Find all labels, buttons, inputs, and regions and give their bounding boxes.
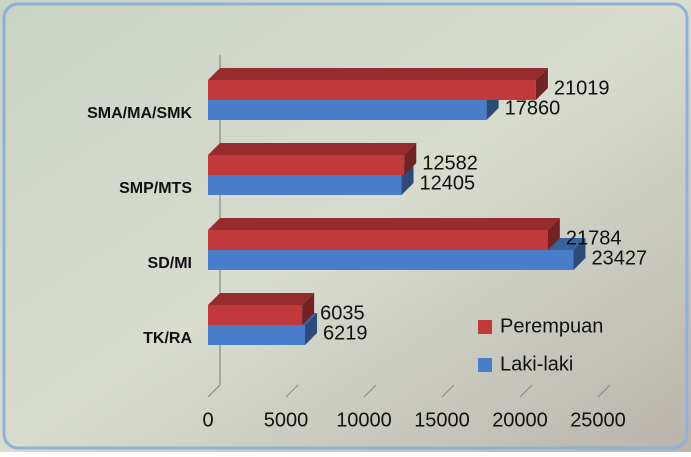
bar-side: [535, 68, 548, 100]
bar-side: [305, 313, 318, 345]
x-tick-label: 25000: [570, 409, 626, 431]
value-label: 17860: [505, 97, 561, 119]
bar: [208, 325, 306, 345]
x-tick-label: 15000: [414, 409, 470, 431]
value-label: 12405: [420, 172, 476, 194]
y-tick-label: SMP/MTS: [119, 180, 192, 197]
bar: [208, 305, 303, 325]
bar-top: [208, 293, 315, 305]
frame: [2, 2, 689, 450]
bar: [208, 230, 548, 250]
bar-side: [573, 238, 586, 270]
x-tick: [597, 384, 611, 398]
value-label: 23427: [591, 247, 647, 269]
x-tick: [363, 384, 377, 398]
bar-side: [404, 143, 417, 175]
x-tick: [519, 384, 533, 398]
legend-swatch: [478, 320, 492, 334]
x-tick: [285, 384, 299, 398]
bar-top: [208, 68, 548, 80]
value-label: 12582: [422, 152, 478, 174]
legend-swatch: [478, 358, 492, 372]
x-tick-label: 20000: [492, 409, 548, 431]
x-tick-label: 0: [202, 409, 213, 431]
bar-side: [547, 218, 560, 250]
bar-top: [208, 218, 560, 230]
value-label: 6035: [320, 302, 365, 324]
bar-side: [401, 163, 414, 195]
value-label: 21019: [554, 77, 610, 99]
bar: [208, 100, 487, 120]
value-label: 6219: [323, 322, 368, 344]
bar-side: [302, 293, 315, 325]
bar: [208, 155, 405, 175]
legend-label: Perempuan: [500, 315, 603, 337]
bar-top: [208, 143, 417, 155]
y-tick-label: TK/RA: [143, 330, 192, 347]
value-label: 21784: [566, 227, 622, 249]
y-tick-label: SMA/MA/SMK: [87, 105, 192, 122]
bar: [208, 250, 574, 270]
x-tick: [441, 384, 455, 398]
y-tick-label: SD/MI: [148, 255, 192, 272]
x-tick: [207, 384, 221, 398]
bar: [208, 80, 536, 100]
x-tick-label: 5000: [264, 409, 309, 431]
bar: [208, 175, 402, 195]
x-tick-label: 10000: [336, 409, 392, 431]
legend-label: Laki-laki: [500, 353, 573, 375]
